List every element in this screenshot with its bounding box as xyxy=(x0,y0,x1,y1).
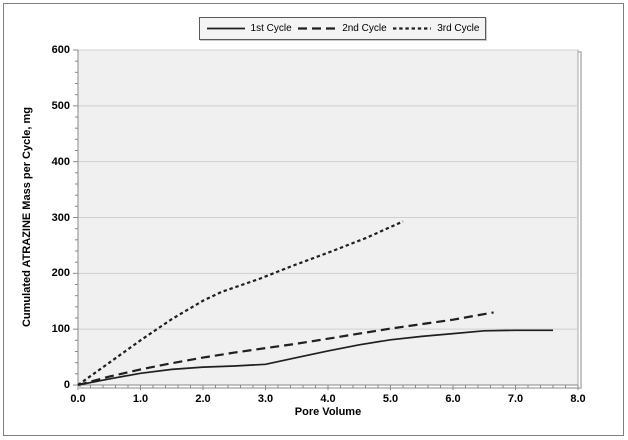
x-tick-label: 1.0 xyxy=(132,393,149,405)
y-tick-label: 600 xyxy=(51,44,70,56)
x-tick-label: 5.0 xyxy=(382,393,399,405)
series-line-1st-cycle xyxy=(77,329,553,386)
series-lines xyxy=(77,220,553,387)
series-line-3rd-cycle xyxy=(77,220,404,386)
x-tick-label: 2.0 xyxy=(195,393,211,405)
legend-label: 3rd Cycle xyxy=(437,22,480,34)
x-tick-label: 7.0 xyxy=(507,393,524,405)
tick-marks xyxy=(73,49,579,390)
x-tick-label: 4.0 xyxy=(320,393,336,405)
y-tick-label: 200 xyxy=(51,267,70,280)
y-tick-label: 500 xyxy=(51,99,70,112)
y-tick-label: 0 xyxy=(63,379,70,391)
gridlines xyxy=(78,49,578,330)
y-tick-label: 100 xyxy=(51,323,70,336)
legend-item-3rd-cycle: 3rd Cycle xyxy=(392,22,480,34)
legend-label: 2nd Cycle xyxy=(342,22,387,34)
legend-label: 1st Cycle xyxy=(250,22,292,34)
solid-line-swatch-icon xyxy=(206,27,245,30)
y-axis-title: Cumulated ATRAZINE Mass per Cycle, mg xyxy=(21,106,33,328)
x-axis-title: Pore Volume xyxy=(294,406,362,418)
series-line-2nd-cycle xyxy=(77,311,494,387)
x-tick-label: 0.0 xyxy=(70,393,86,405)
legend-item-1st-cycle: 1st Cycle xyxy=(206,22,292,34)
legend-item-2nd-cycle: 2nd Cycle xyxy=(297,22,387,34)
x-tick-label: 3.0 xyxy=(257,393,274,405)
chart-outer-border xyxy=(3,3,624,436)
x-tick-label: 8.0 xyxy=(570,393,586,405)
y-tick-label: 400 xyxy=(51,155,70,168)
y-tick-label: 300 xyxy=(51,211,70,224)
short-dash-line-swatch-icon xyxy=(393,27,432,30)
dashed-line-swatch-icon xyxy=(298,27,337,30)
x-tick-label: 6.0 xyxy=(445,393,461,405)
legend: 1st Cycle 2nd Cycle 3rd Cycle xyxy=(199,17,486,40)
